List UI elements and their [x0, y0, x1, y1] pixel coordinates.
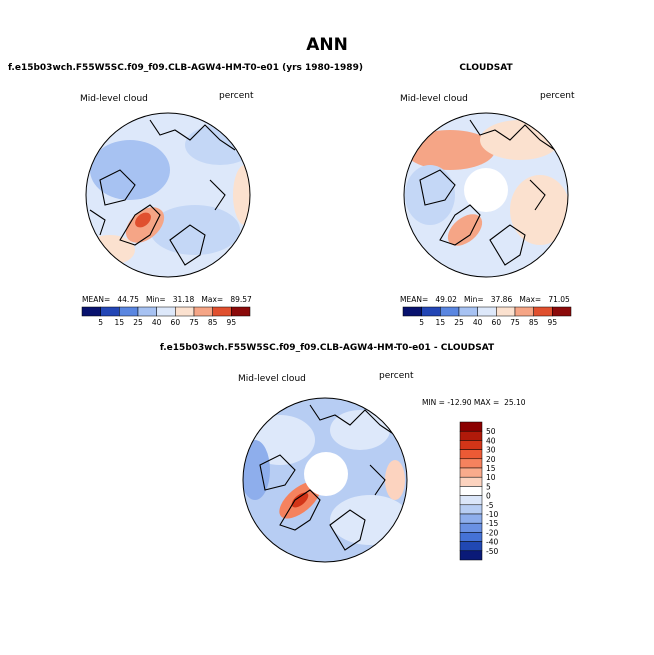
map-stats: MEAN= 49.02 Min= 37.86 Max= 71.05	[400, 295, 570, 304]
map-label: Mid-level cloud	[400, 94, 468, 104]
colorbar-box	[458, 306, 478, 317]
colorbar-label: 95	[227, 318, 237, 327]
colorbar-box	[459, 504, 483, 515]
colorbar-label: 60	[171, 318, 181, 327]
colorbar-box	[137, 306, 157, 317]
colorbar-label: 75	[189, 318, 199, 327]
colorbar-label: 15	[436, 318, 446, 327]
colorbar-label: 25	[454, 318, 464, 327]
colorbar-label: 40	[473, 318, 483, 327]
map-stats: MIN = -12.90 MAX = 25.10	[422, 398, 526, 407]
panel-heading: CLOUDSAT	[459, 63, 513, 73]
colorbar-label: 95	[548, 318, 558, 327]
colorbar-box	[459, 541, 483, 552]
colorbar-label: -40	[486, 538, 498, 547]
colorbar-box	[440, 306, 460, 317]
colorbar-box	[81, 306, 101, 317]
colorbar-box	[477, 306, 497, 317]
colorbar-box	[496, 306, 516, 317]
colorbar-box	[459, 440, 483, 450]
colorbar-label: 25	[133, 318, 143, 327]
colorbar-box	[119, 306, 139, 317]
colorbar-box	[552, 306, 572, 317]
colorbar-label: 5	[98, 318, 103, 327]
colorbar-label: -20	[486, 528, 498, 537]
colorbar: 5 15 25 40 60 75 85 95	[402, 306, 572, 327]
map-stats: MEAN= 44.75 Min= 31.18 Max= 89.57	[82, 295, 252, 304]
colorbar-label: 75	[510, 318, 520, 327]
colorbar-box	[459, 476, 483, 487]
colorbar-label: 20	[486, 455, 496, 464]
colorbar-label: 30	[486, 446, 496, 455]
colorbar-box	[459, 449, 483, 460]
colorbar-label: 15	[486, 464, 496, 473]
colorbar-box	[193, 306, 213, 317]
colorbar-box	[459, 486, 483, 496]
colorbar-box	[231, 306, 251, 317]
panel-heading: f.e15b03wch.F55W5SC.f09_f09.CLB-AGW4-HM-…	[8, 63, 363, 73]
map-border	[403, 112, 569, 278]
map	[243, 398, 407, 562]
colorbar-box	[421, 306, 441, 317]
colorbar-box	[100, 306, 120, 317]
map-border	[85, 112, 251, 278]
colorbar-label: 10	[486, 473, 496, 482]
map-border	[242, 397, 408, 563]
colorbar-box	[459, 467, 483, 478]
colorbar-box	[459, 550, 483, 561]
colorbar-box	[459, 532, 483, 542]
map-label: Mid-level cloud	[238, 374, 306, 384]
colorbar-box	[459, 522, 483, 533]
colorbar-label: 5	[486, 482, 491, 491]
colorbar-label: 40	[152, 318, 162, 327]
colorbar-label: 50	[486, 427, 496, 436]
colorbar-box	[459, 495, 483, 506]
colorbar-box	[156, 306, 176, 317]
colorbar-box	[402, 306, 422, 317]
colorbar-label: -50	[486, 547, 498, 556]
colorbar-box	[459, 513, 483, 524]
map	[86, 113, 250, 277]
colorbar-box	[533, 306, 553, 317]
colorbar-label: -15	[486, 519, 498, 528]
colorbar-label: 60	[492, 318, 502, 327]
title: ANN	[306, 35, 348, 55]
colorbar: 5 15 25 40 60 75 85 95	[81, 306, 251, 327]
colorbar-box	[459, 430, 483, 441]
unit-label: percent	[379, 371, 414, 381]
colorbar-label: 15	[115, 318, 125, 327]
colorbar-label: 5	[419, 318, 424, 327]
colorbar-label: 40	[486, 436, 496, 445]
colorbar-box	[459, 421, 483, 432]
unit-label: percent	[219, 91, 254, 101]
colorbar-label: -5	[486, 501, 494, 510]
colorbar-label: 85	[208, 318, 218, 327]
colorbar-box	[212, 306, 232, 317]
colorbar-box	[459, 458, 483, 469]
colorbar-label: -10	[486, 510, 498, 519]
colorbar-box	[514, 306, 534, 317]
unit-label: percent	[540, 91, 575, 101]
colorbar-label: 85	[529, 318, 539, 327]
panel-heading: f.e15b03wch.F55W5SC.f09_f09.CLB-AGW4-HM-…	[160, 343, 495, 353]
map-label: Mid-level cloud	[80, 94, 148, 104]
colorbar-label: 0	[486, 492, 491, 501]
map	[404, 113, 568, 277]
colorbar-box	[175, 306, 195, 317]
